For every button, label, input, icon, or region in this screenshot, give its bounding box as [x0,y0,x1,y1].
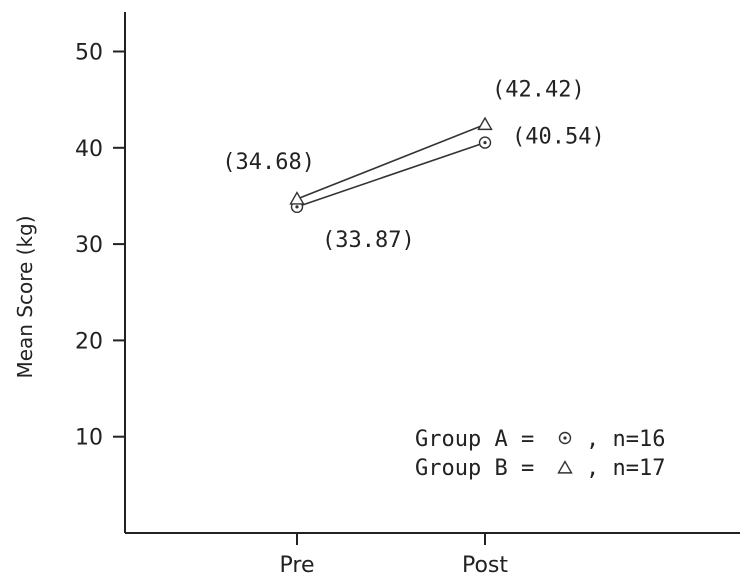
legend-marker-group-a [558,431,572,445]
series-line-group-b [296,123,486,200]
legend-entry-group-a: Group A = , n=16 [415,427,665,452]
data-label-group-a-post: (40.54) [512,125,605,150]
legend-entry-group-b: Group B = , n=17 [415,456,665,481]
y-axis-title: Mean Score (kg) [13,215,37,378]
y-tick-label-20: 20 [75,329,103,354]
legend-marker-circle [558,431,572,445]
legend-label-group-a: Group A = [415,427,534,452]
legend-suffix-group-b: , n=17 [586,456,665,481]
point-group-b-post [477,116,493,131]
legend-prefix-group-a: Group A = [415,427,534,452]
data-labels: (33.87) (40.54) (34.68) (42.42) [222,77,604,252]
legend-suffix-group-a: , n=16 [586,427,665,452]
y-tick-label-50: 50 [75,41,103,66]
x-ticks: Pre Post [280,533,508,578]
y-tick-label-10: 10 [75,426,103,451]
legend-prefix-group-b: Group B = [415,456,534,481]
y-tick-label-30: 30 [75,233,103,258]
legend-marker-triangle [557,460,573,474]
x-tick-label-pre: Pre [280,553,315,578]
data-label-group-b-post: (42.42) [492,77,585,102]
x-tick-label-post: Post [462,553,508,578]
legend: Group A = , n=16 Group B = , n=17 [415,427,665,481]
data-label-group-a-pre: (33.87) [322,228,415,253]
data-label-group-b-pre: (34.68) [222,150,315,175]
series-line-group-a [296,141,486,208]
y-ticks: 10 20 30 40 50 [75,41,125,451]
point-group-a-post [478,136,492,149]
point-group-b-pre [289,191,305,205]
y-tick-label-40: 40 [75,137,103,162]
legend-marker-group-b [557,460,573,474]
legend-label-group-b: Group B = [415,456,534,481]
series-layer [289,116,493,214]
